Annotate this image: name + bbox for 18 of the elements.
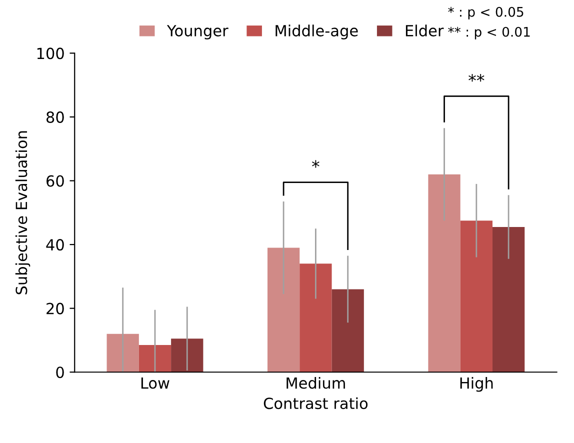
x-tick-label: Low <box>141 377 170 389</box>
y-tick-label: 40 <box>46 239 64 251</box>
y-axis-title: Subjective Evaluation <box>15 131 30 294</box>
legend-label: Middle-age <box>276 24 358 40</box>
y-tick-label: 20 <box>46 302 64 314</box>
y-tick-label: 0 <box>56 366 64 378</box>
y-tick-label: 80 <box>46 111 64 123</box>
x-axis-title: Contrast ratio <box>264 397 368 410</box>
annotation: ** <box>468 74 484 82</box>
legend-label: Elder <box>406 24 444 36</box>
y-tick-label: 60 <box>46 175 64 187</box>
legend-label: Younger <box>166 25 228 40</box>
x-tick-label: Medium <box>286 376 345 389</box>
annotation: * <box>312 160 320 168</box>
x-tick-label: High <box>460 376 493 392</box>
text: ** : p < 0.01 <box>448 26 530 40</box>
text: * : p < 0.05 <box>448 6 524 20</box>
y-tick-label: 100 <box>37 48 64 60</box>
